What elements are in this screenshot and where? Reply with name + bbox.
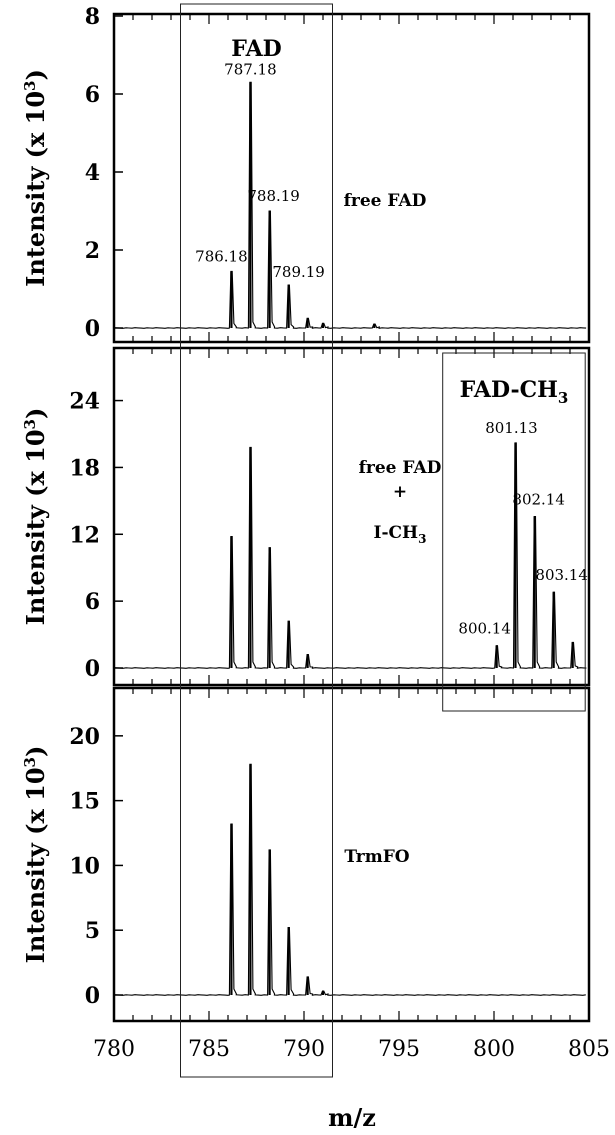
panel-annotation: free FAD xyxy=(344,191,427,211)
y-tick-label: 0 xyxy=(85,656,100,682)
x-tick-label: 780 xyxy=(93,1037,135,1062)
spectrum-panel-1: 0 2 4 6 8 Intensity (x 103) 786.18 787.18 788.19… xyxy=(21,4,591,344)
y-tick-label: 8 xyxy=(85,4,100,30)
y-axis-label: Intensity (x 103) xyxy=(21,746,50,964)
peak-label: 803.14 xyxy=(535,566,588,584)
peak-label: 786.18 xyxy=(195,247,248,265)
peak-label: 801.13 xyxy=(485,419,538,437)
spectrum-trace xyxy=(113,763,586,996)
y-tick-label: 2 xyxy=(85,238,100,264)
y-tick-label: 0 xyxy=(85,316,100,342)
panel-frame xyxy=(112,12,591,344)
y-tick-label: 5 xyxy=(85,918,100,944)
x-tick-label: 800 xyxy=(473,1037,515,1062)
spectrum-trace xyxy=(113,442,587,669)
x-tick-label: 795 xyxy=(378,1037,420,1062)
highlight-boxes: FAD FAD-CH3 xyxy=(180,3,586,1078)
y-tick-label: 12 xyxy=(69,522,100,548)
peak-label: 787.18 xyxy=(224,60,277,78)
peak-label: 802.14 xyxy=(512,490,565,508)
y-tick-label: 15 xyxy=(69,789,100,815)
y-tick-label: 10 xyxy=(69,853,100,879)
y-axis-label: Intensity (x 103) xyxy=(21,408,50,626)
peak-label: 788.19 xyxy=(247,187,300,205)
spectrum-panel-2: 0 6 12 18 24 Intensity (x 103) 800.14 801.13 802… xyxy=(21,346,591,687)
y-axis-label: Intensity (x 103) xyxy=(21,69,50,287)
panel-annotation: I-CH3 xyxy=(374,523,427,546)
spectrum-trace xyxy=(113,81,587,329)
highlight-box xyxy=(442,352,586,712)
x-tick-label: 805 xyxy=(568,1037,610,1062)
y-tick-label: 6 xyxy=(85,82,100,108)
y-tick-label: 20 xyxy=(69,724,100,750)
panel-annotation: TrmFO xyxy=(344,847,409,867)
x-axis-label: m/z xyxy=(328,1103,376,1132)
peak-label: 800.14 xyxy=(458,620,511,638)
y-tick-label: 24 xyxy=(69,389,100,415)
panel-frame xyxy=(112,686,591,1023)
y-tick-label: 18 xyxy=(69,455,100,481)
y-tick-label: 6 xyxy=(85,589,100,615)
highlight-box-label: FAD-CH3 xyxy=(460,377,569,407)
spectrum-panel-3: 0 5 10 15 20 Intensity (x 103) TrmFO xyxy=(21,686,591,1023)
y-tick-label: 4 xyxy=(85,160,100,186)
panel-annotation: free FAD xyxy=(359,458,442,478)
x-tick-label: 785 xyxy=(188,1037,230,1062)
panel-annotation: + xyxy=(393,482,407,502)
x-axis: 780 785 790 795 800 805 m/z xyxy=(93,1037,610,1132)
highlight-box xyxy=(180,3,333,1078)
peak-label: 789.19 xyxy=(272,263,325,281)
highlight-box-label: FAD xyxy=(231,36,281,62)
x-tick-label: 790 xyxy=(283,1037,325,1062)
y-tick-label: 0 xyxy=(85,983,100,1009)
panel-frame xyxy=(112,346,591,687)
